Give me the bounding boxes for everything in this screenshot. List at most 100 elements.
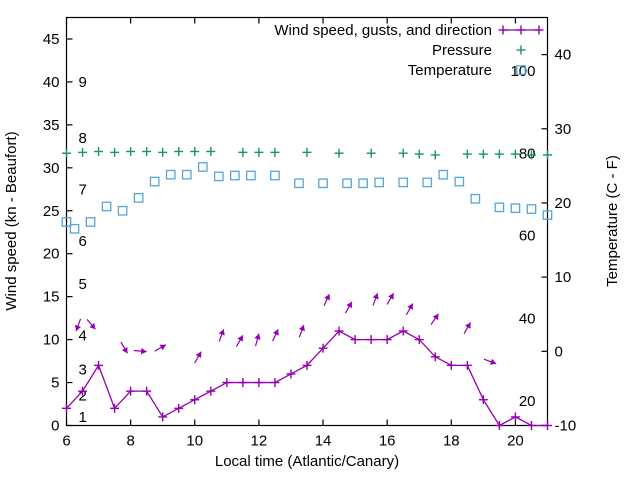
y-axis-ticks: 0 5 10 15 20 25 30 35 40 45 — [43, 31, 73, 435]
arrow-head — [388, 293, 394, 300]
x-tick-label: 10 — [186, 433, 203, 450]
y-tick-label: 15 — [43, 289, 60, 306]
square-marker — [270, 170, 280, 181]
y-tick-label: 10 — [43, 332, 60, 349]
y-tick-label: 45 — [43, 31, 60, 48]
arrow-head — [218, 329, 225, 336]
beaufort-label: 9 — [79, 74, 87, 91]
y2-tick-label: 40 — [555, 47, 572, 64]
y2-tick-label: 0 — [555, 343, 563, 360]
square-marker — [374, 177, 385, 188]
arrow-head — [489, 358, 497, 365]
square-marker — [470, 193, 481, 204]
wind-arrow — [430, 313, 439, 325]
square-marker — [85, 217, 96, 227]
data-series-layer — [61, 146, 553, 430]
y-tick-label: 25 — [43, 203, 60, 220]
wind-arrow — [344, 301, 353, 314]
square-marker — [526, 204, 537, 214]
beaufort-label: 8 — [79, 130, 87, 147]
square-marker — [117, 205, 128, 216]
y-tick-label: 30 — [43, 160, 60, 177]
beaufort-label: 6 — [79, 233, 87, 250]
arrow-head — [372, 293, 379, 300]
series-line — [66, 330, 548, 427]
fahrenheit-label: 80 — [519, 145, 536, 162]
beaufort-label: 5 — [79, 276, 87, 293]
square-marker — [542, 210, 553, 220]
arrow-head — [89, 323, 96, 330]
fahrenheit-label: 60 — [519, 228, 536, 245]
arrow-head — [272, 329, 279, 336]
wind-arrow — [298, 324, 305, 338]
beaufort-label: 1 — [79, 409, 87, 426]
square-marker — [510, 203, 521, 214]
legend-label-2: Temperature — [408, 62, 492, 79]
beaufort-label: 2 — [79, 387, 87, 404]
x-tick-label: 6 — [62, 433, 70, 450]
wind-arrow — [154, 344, 167, 352]
arrow-head — [74, 324, 82, 332]
square-marker — [61, 217, 72, 227]
y-tick-label: 20 — [43, 246, 60, 263]
wind-arrow — [86, 318, 96, 330]
square-marker — [516, 65, 526, 75]
y-tick-label: 0 — [51, 418, 59, 435]
wind-arrow — [483, 358, 497, 365]
plot-frame — [65, 16, 549, 427]
square-marker — [165, 169, 176, 180]
square-marker — [229, 170, 240, 181]
wind-arrow — [133, 347, 147, 355]
arrow-head — [140, 347, 147, 355]
beaufort-label: 4 — [79, 327, 87, 344]
wind-arrow — [120, 341, 128, 354]
arrow-head — [407, 303, 413, 310]
series-plus — [62, 146, 552, 160]
legend-label-0: Wind speed, gusts, and direction — [274, 22, 492, 39]
wind-arrow — [372, 293, 379, 306]
arrow-head — [298, 325, 305, 332]
arrow-head — [465, 322, 471, 329]
wind-arrow — [254, 333, 261, 347]
square-marker — [318, 178, 328, 189]
square-marker — [181, 169, 192, 180]
square-marker — [101, 201, 112, 212]
x-tick-label: 8 — [126, 433, 134, 450]
arrow-head — [237, 335, 243, 342]
square-marker — [69, 223, 80, 234]
wind-arrow — [405, 303, 414, 316]
wind-arrow — [194, 351, 202, 364]
legend-label-1: Pressure — [432, 42, 492, 59]
arrow-head — [346, 301, 352, 309]
y2-axis-ticks: -10 0 10 20 30 40 — [541, 47, 576, 435]
square-marker — [246, 170, 256, 181]
x-tick-label: 20 — [507, 433, 524, 450]
y2-tick-label: 30 — [555, 121, 572, 138]
arrow-head — [121, 346, 128, 354]
x-tick-label: 14 — [315, 433, 332, 450]
series-square — [61, 162, 553, 234]
square-marker — [342, 178, 352, 189]
wind-arrow — [272, 329, 279, 342]
wind-arrow — [386, 292, 395, 305]
wind-arrow — [463, 322, 472, 334]
square-marker — [149, 176, 160, 187]
fahrenheit-label: 20 — [519, 393, 536, 410]
square-marker — [133, 193, 144, 203]
square-marker — [438, 169, 449, 180]
chart-legend: Wind speed, gusts, and direction Pressure… — [274, 22, 544, 79]
beaufort-label: 7 — [79, 181, 87, 198]
arrow-head — [195, 351, 202, 358]
arrow-head — [324, 294, 331, 301]
arrow-head — [159, 344, 166, 351]
fahrenheit-label: 40 — [519, 311, 536, 328]
square-marker — [294, 178, 304, 189]
y2-tick-label: 10 — [555, 269, 572, 286]
square-marker — [422, 177, 433, 188]
y-tick-label: 40 — [43, 74, 60, 91]
wind-arrow — [323, 293, 331, 307]
y-axis-title: Wind speed (kn - Beaufort) — [3, 131, 20, 310]
y-tick-label: 5 — [51, 375, 59, 392]
